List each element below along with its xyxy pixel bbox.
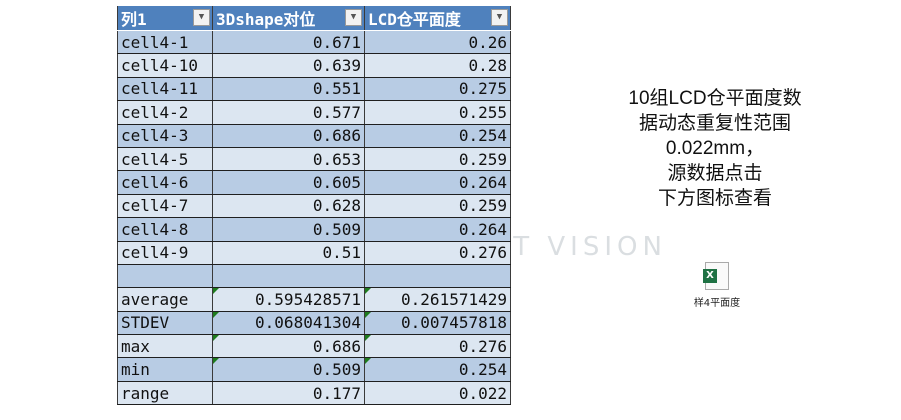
attachment-label[interactable]: 样4平面度	[693, 298, 741, 309]
table-row: cell4-1 0.671 0.26	[117, 30, 511, 55]
table-row: cell4-10 0.639 0.28	[117, 53, 511, 78]
row-label-cell[interactable]: cell4-11	[117, 77, 213, 102]
filter-dropdown-icon[interactable]: ▼	[345, 9, 362, 26]
lcd-flatness-value-cell[interactable]: 0.259	[364, 147, 511, 172]
data-table: 列1 ▼ 3Dshape对位 ▼ LCD仓平面度 ▼ cell4-1 0.671 0.26…	[117, 6, 511, 406]
3dshape-value-cell[interactable]: 0.51	[212, 241, 365, 265]
row-label-cell[interactable]: cell4-6	[117, 170, 213, 195]
table-row: cell4-2 0.577 0.255	[117, 100, 511, 125]
3dshape-value-cell[interactable]: 0.068041304	[212, 311, 365, 336]
3dshape-value-cell[interactable]: 0.686	[212, 124, 365, 148]
3dshape-value-cell[interactable]: 0.595428571	[212, 287, 365, 312]
table-row: cell4-9 0.51 0.276	[117, 241, 511, 265]
excel-file-icon[interactable]: X	[703, 262, 729, 290]
description-note: 10组LCD仓平面度数 据动态重复性范围 0.022mm， 源数据点击下方图标查看	[605, 86, 825, 211]
table-row	[117, 264, 511, 289]
table-header-row: 列1 ▼ 3Dshape对位 ▼ LCD仓平面度 ▼	[117, 6, 511, 31]
row-label-cell[interactable]: min	[117, 357, 213, 382]
lcd-flatness-value-cell[interactable]: 0.276	[364, 241, 511, 265]
3dshape-value-cell[interactable]: 0.577	[212, 100, 365, 125]
row-label-cell[interactable]: range	[117, 381, 213, 406]
row-label-cell[interactable]: cell4-1	[117, 30, 213, 55]
table-row: cell4-3 0.686 0.254	[117, 124, 511, 148]
lcd-flatness-value-cell[interactable]: 0.28	[364, 53, 511, 78]
table-row: min 0.509 0.254	[117, 357, 511, 382]
3dshape-value-cell[interactable]	[212, 264, 365, 289]
lcd-flatness-value-cell[interactable]: 0.264	[364, 217, 511, 242]
table-row: range 0.177 0.022	[117, 381, 511, 406]
lcd-flatness-value-cell[interactable]: 0.26	[364, 30, 511, 55]
3dshape-value-cell[interactable]: 0.605	[212, 170, 365, 195]
lcd-flatness-value-cell[interactable]: 0.259	[364, 194, 511, 219]
column-header-name[interactable]: 列1 ▼	[117, 6, 213, 31]
lcd-flatness-value-cell[interactable]	[364, 264, 511, 289]
lcd-flatness-value-cell[interactable]: 0.261571429	[364, 287, 511, 312]
lcd-flatness-value-cell[interactable]: 0.022	[364, 381, 511, 406]
note-line: 源数据点击	[667, 163, 763, 184]
note-line: 10组LCD仓平面度数	[628, 88, 802, 109]
table-row: cell4-11 0.551 0.275	[117, 77, 511, 102]
3dshape-value-cell[interactable]: 0.653	[212, 147, 365, 172]
lcd-flatness-value-cell[interactable]: 0.007457818	[364, 311, 511, 336]
lcd-flatness-value-cell[interactable]: 0.254	[364, 124, 511, 148]
table-row: cell4-5 0.653 0.259	[117, 147, 511, 172]
row-label-cell[interactable]: cell4-2	[117, 100, 213, 125]
3dshape-value-cell[interactable]: 0.686	[212, 334, 365, 359]
note-line: 0.022mm，	[665, 138, 765, 159]
table-row: cell4-7 0.628 0.259	[117, 194, 511, 219]
3dshape-value-cell[interactable]: 0.639	[212, 53, 365, 78]
column-header-lcd-flatness[interactable]: LCD仓平面度 ▼	[364, 6, 511, 31]
lcd-flatness-value-cell[interactable]: 0.275	[364, 77, 511, 102]
row-label-cell[interactable]: cell4-10	[117, 53, 213, 78]
row-label-cell[interactable]	[117, 264, 213, 289]
table-row: cell4-8 0.509 0.264	[117, 217, 511, 242]
table-row: STDEV 0.068041304 0.007457818	[117, 311, 511, 336]
row-label-cell[interactable]: cell4-7	[117, 194, 213, 219]
row-label-cell[interactable]: max	[117, 334, 213, 359]
lcd-flatness-value-cell[interactable]: 0.264	[364, 170, 511, 195]
table-row: cell4-6 0.605 0.264	[117, 170, 511, 195]
3dshape-value-cell[interactable]: 0.628	[212, 194, 365, 219]
3dshape-value-cell[interactable]: 0.509	[212, 357, 365, 382]
filter-dropdown-icon[interactable]: ▼	[193, 9, 210, 26]
row-label-cell[interactable]: cell4-9	[117, 241, 213, 265]
row-label-cell[interactable]: cell4-3	[117, 124, 213, 148]
row-label-cell[interactable]: average	[117, 287, 213, 312]
attachment-file[interactable]: X 样4平面度	[682, 262, 752, 309]
3dshape-value-cell[interactable]: 0.509	[212, 217, 365, 242]
filter-dropdown-icon[interactable]: ▼	[491, 9, 508, 26]
column-header-3dshape[interactable]: 3Dshape对位 ▼	[212, 6, 365, 31]
table-row: average 0.595428571 0.261571429	[117, 287, 511, 312]
note-line: 下方图标查看	[657, 188, 772, 209]
3dshape-value-cell[interactable]: 0.671	[212, 30, 365, 55]
table-row: max 0.686 0.276	[117, 334, 511, 359]
lcd-flatness-value-cell[interactable]: 0.255	[364, 100, 511, 125]
row-label-cell[interactable]: STDEV	[117, 311, 213, 336]
lcd-flatness-value-cell[interactable]: 0.254	[364, 357, 511, 382]
row-label-cell[interactable]: cell4-5	[117, 147, 213, 172]
3dshape-value-cell[interactable]: 0.551	[212, 77, 365, 102]
lcd-flatness-value-cell[interactable]: 0.276	[364, 334, 511, 359]
3dshape-value-cell[interactable]: 0.177	[212, 381, 365, 406]
row-label-cell[interactable]: cell4-8	[117, 217, 213, 242]
note-line: 据动态重复性范围	[638, 113, 791, 134]
